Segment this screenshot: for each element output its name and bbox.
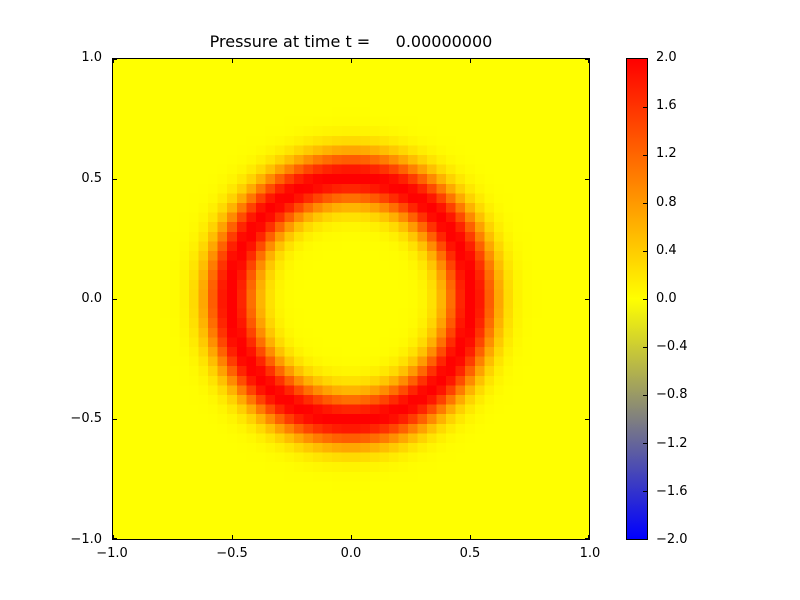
colorbar-tick-mark — [643, 395, 647, 396]
x-tick-mark — [113, 59, 114, 63]
x-tick-mark — [232, 535, 233, 539]
plot-title: Pressure at time t = 0.00000000 — [209, 32, 493, 51]
y-tick-mark — [585, 538, 589, 539]
y-tick-mark — [113, 538, 117, 539]
y-tick-label: −1.0 — [70, 532, 102, 547]
x-tick-mark — [351, 59, 352, 63]
x-tick-label: 1.0 — [579, 546, 601, 561]
colorbar-tick-mark — [643, 491, 647, 492]
colorbar-tick-label: 0.4 — [656, 243, 677, 258]
colorbar-tick-label: −1.2 — [656, 436, 688, 451]
y-tick-label: 1.0 — [81, 50, 102, 65]
x-tick-label: 0.5 — [459, 546, 481, 561]
y-tick-mark — [113, 179, 117, 180]
x-tick-label: −0.5 — [216, 546, 248, 561]
colorbar-tick-mark — [643, 203, 647, 204]
pressure-heatmap — [113, 59, 589, 539]
x-tick-mark — [113, 535, 114, 539]
y-tick-label: −0.5 — [70, 411, 102, 426]
colorbar-tick-mark — [643, 107, 647, 108]
colorbar-tick-mark — [643, 347, 647, 348]
colorbar-tick-mark — [643, 299, 647, 300]
colorbar-tick-mark — [643, 443, 647, 444]
x-tick-mark — [588, 59, 589, 63]
colorbar — [626, 58, 648, 540]
x-tick-label: 0.0 — [340, 546, 362, 561]
y-tick-mark — [113, 59, 117, 60]
x-tick-mark — [232, 59, 233, 63]
x-tick-mark — [470, 535, 471, 539]
y-tick-mark — [585, 299, 589, 300]
y-tick-label: 0.0 — [81, 291, 102, 306]
x-tick-label: −1.0 — [96, 546, 128, 561]
colorbar-tick-label: −0.8 — [656, 387, 688, 402]
y-tick-mark — [113, 299, 117, 300]
x-tick-mark — [588, 535, 589, 539]
x-tick-mark — [351, 535, 352, 539]
plot-axes — [112, 58, 590, 540]
colorbar-tick-label: 1.2 — [656, 146, 677, 161]
colorbar-tick-label: 2.0 — [656, 50, 677, 65]
colorbar-tick-label: −2.0 — [656, 532, 688, 547]
y-tick-mark — [585, 59, 589, 60]
colorbar-tick-label: 0.0 — [656, 291, 677, 306]
y-tick-mark — [585, 419, 589, 420]
y-tick-mark — [113, 419, 117, 420]
colorbar-tick-label: 0.8 — [656, 195, 677, 210]
colorbar-tick-label: −0.4 — [656, 339, 688, 354]
colorbar-tick-label: −1.6 — [656, 484, 688, 499]
colorbar-tick-mark — [643, 251, 647, 252]
x-tick-mark — [470, 59, 471, 63]
colorbar-tick-label: 1.6 — [656, 98, 677, 113]
y-tick-label: 0.5 — [81, 171, 102, 186]
colorbar-tick-mark — [643, 155, 647, 156]
y-tick-mark — [585, 179, 589, 180]
